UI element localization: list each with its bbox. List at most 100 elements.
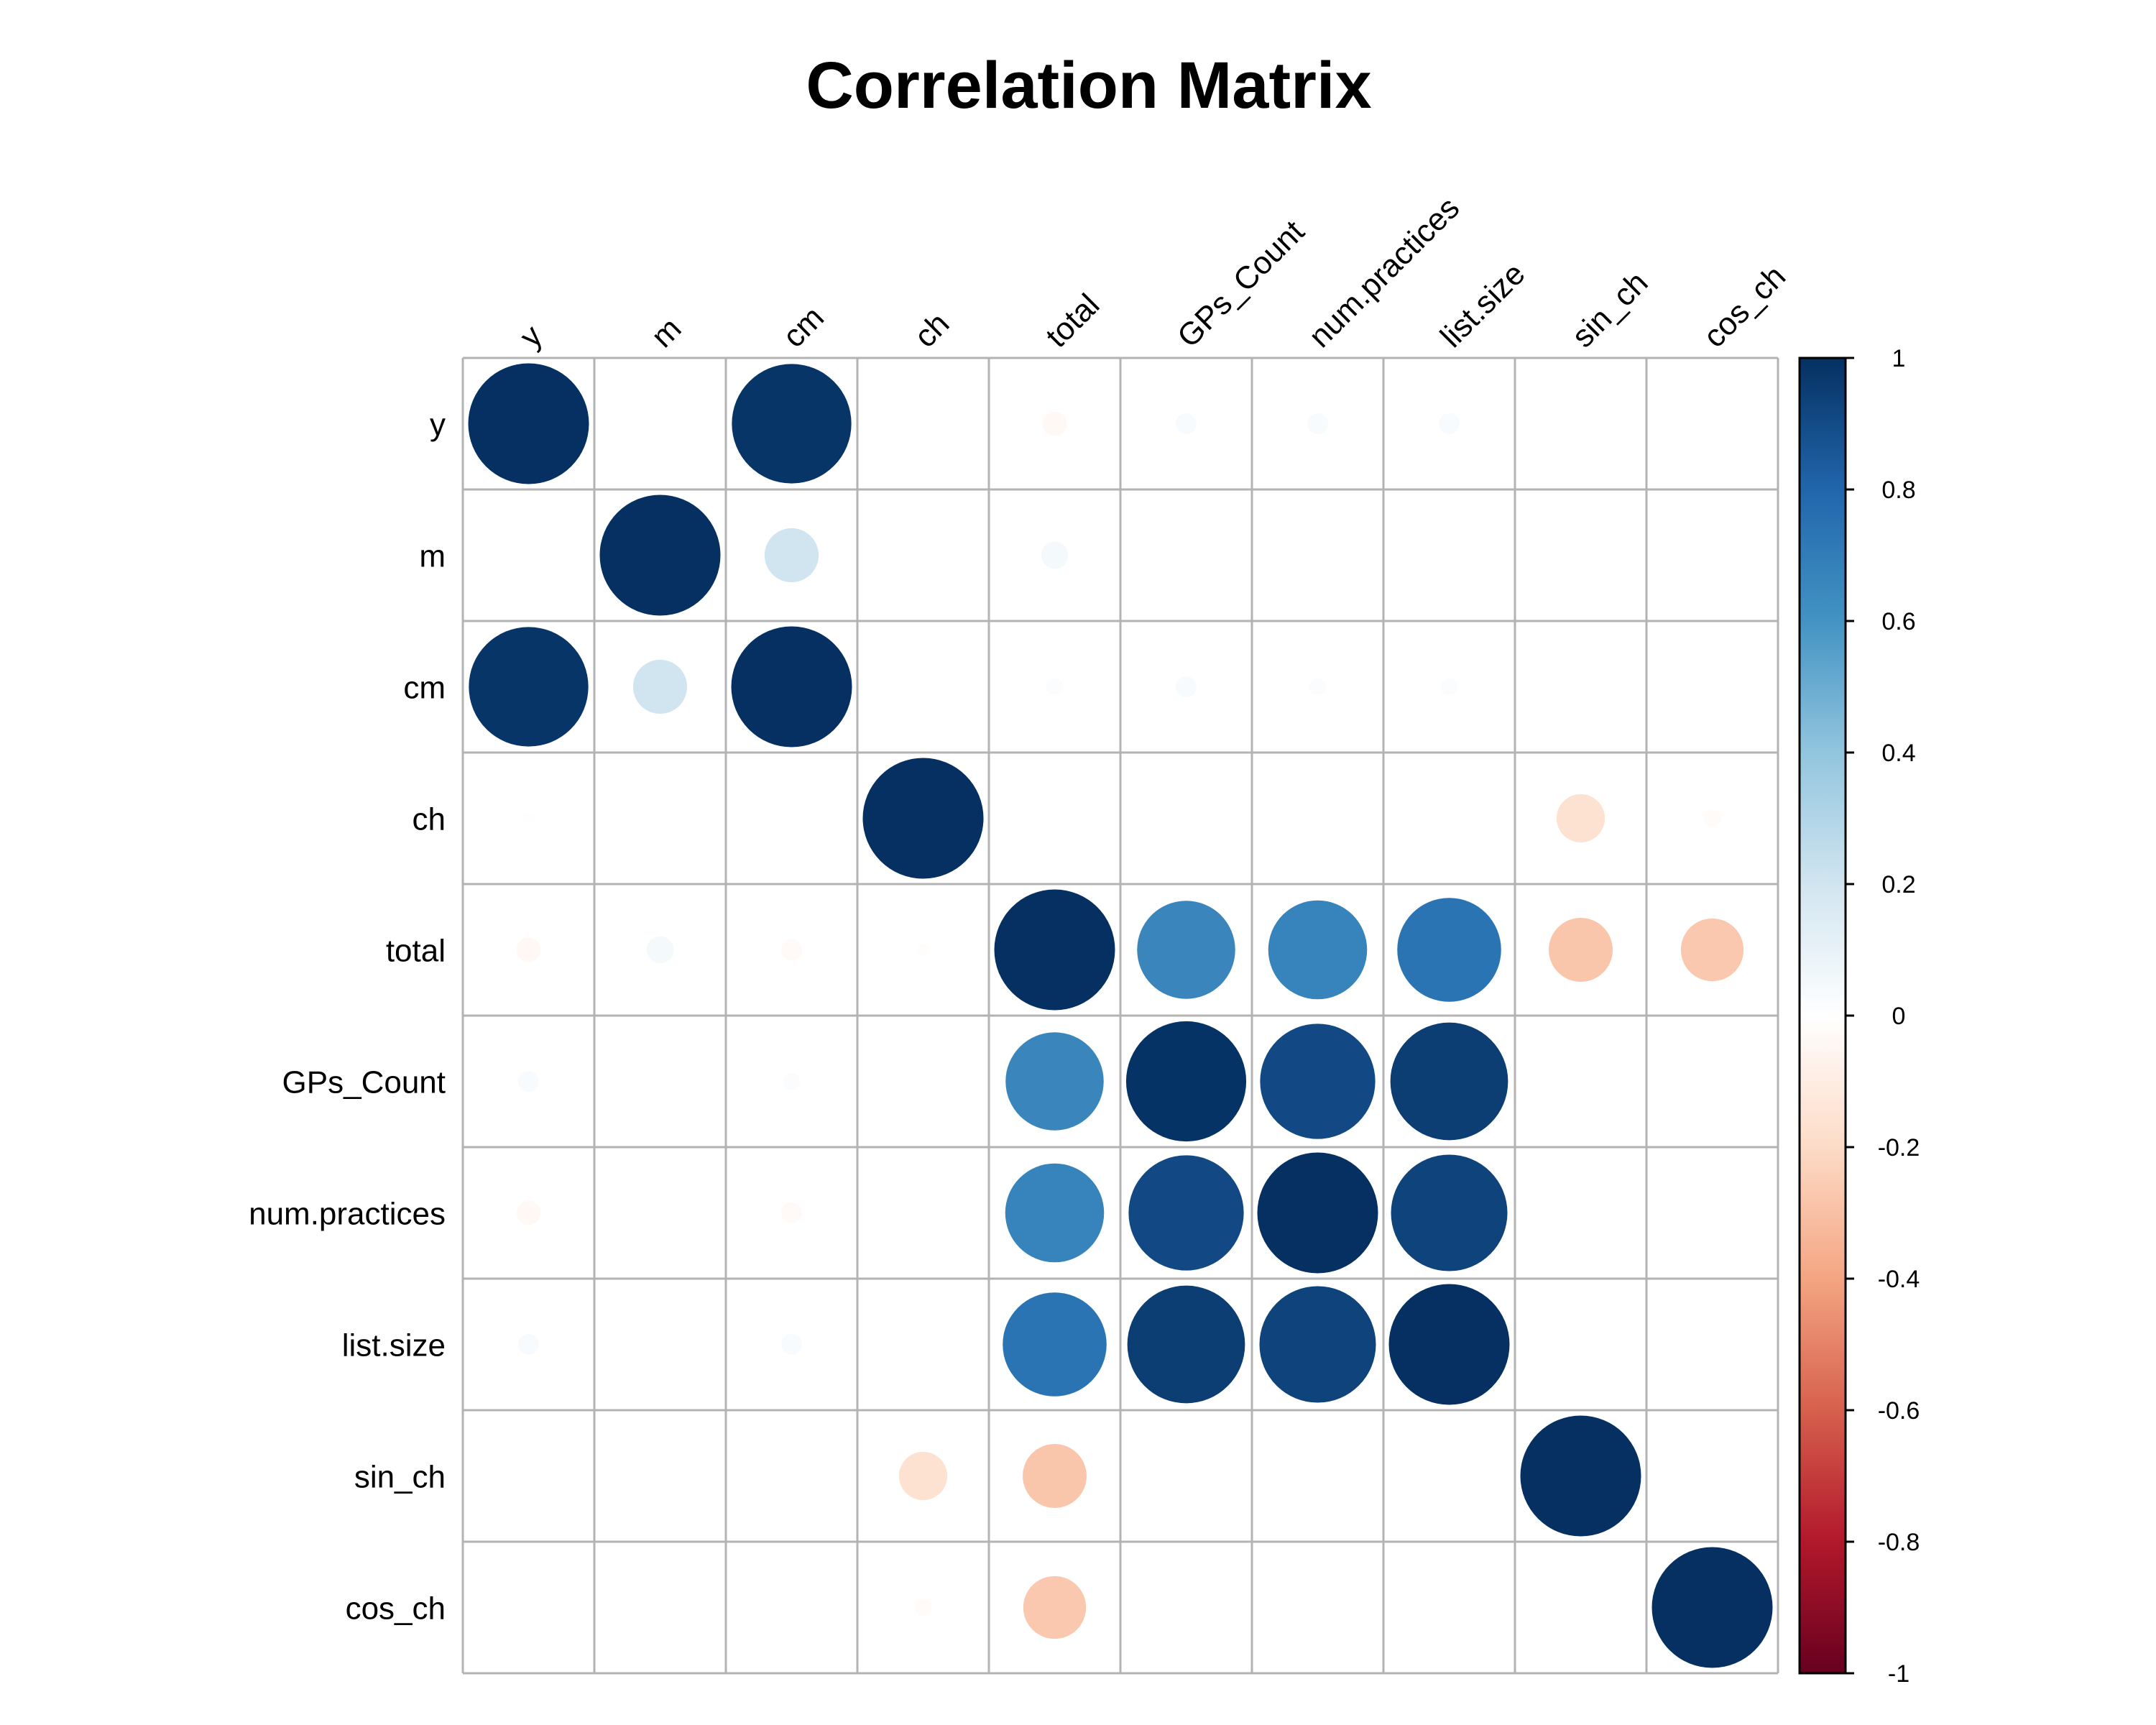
matrix-cell [463,1410,594,1542]
correlation-circle [516,1200,541,1225]
correlation-circle [1438,413,1460,435]
correlation-circle [917,944,929,956]
correlation-circle [646,936,674,964]
colorbar-tick-label: -0.4 [1878,1266,1920,1293]
correlation-circle [783,1072,801,1090]
correlation-circle [1651,1547,1773,1668]
matrix-cell [1515,1016,1646,1147]
correlation-circle [1041,541,1069,569]
colorbar-tick-label: 0.6 [1881,608,1915,635]
correlation-circle [1391,1154,1508,1271]
matrix-cell [1646,489,1778,621]
correlation-circle [599,494,721,616]
matrix-cell [1515,1542,1646,1673]
row-label: GPs_Count [282,1065,446,1100]
correlation-circle [780,1202,803,1224]
matrix-cell [1120,489,1252,621]
correlation-circle [632,659,688,714]
colorbar-tick-label: 0.4 [1881,740,1915,767]
row-label: num.practices [249,1197,446,1232]
matrix-cell [594,1410,726,1542]
matrix-cell [1515,358,1646,489]
correlation-circle [1390,1022,1508,1141]
matrix-cell [1515,489,1646,621]
matrix-cell [594,1147,726,1279]
correlation-circle [1137,901,1235,999]
correlation-circle [1268,900,1368,1000]
matrix-cell [1515,1279,1646,1410]
correlation-circle [1257,1152,1378,1274]
correlation-circle [1703,809,1721,827]
matrix-cell [1646,1147,1778,1279]
row-label: cos_ch [346,1591,446,1627]
matrix-cell [1252,489,1383,621]
matrix-cell [1646,621,1778,753]
matrix-cell [1252,753,1383,884]
matrix-cell [594,753,726,884]
correlation-circle [517,1333,540,1356]
correlation-circle [1005,1163,1105,1263]
row-labels: y m cm ch total GPs_Count num.practices list.si… [249,408,446,1627]
matrix-cell [1646,1279,1778,1410]
correlation-circle [731,626,852,748]
matrix-cell [1383,1410,1515,1542]
matrix-cell [1252,1542,1383,1673]
row-label: sin_ch [354,1460,446,1495]
correlation-circle [1680,918,1744,982]
matrix-cell [726,1542,857,1673]
matrix-cell [857,489,989,621]
correlation-circle [1005,1032,1104,1131]
row-label: ch [413,802,446,837]
correlation-circle [516,937,541,962]
colorbar-gradient [1798,356,1847,1675]
row-label: cm [403,671,446,706]
matrix-cell [1383,489,1515,621]
column-labels: y m cm ch total GPs_Countnum.practiceslist.si… [513,190,1792,354]
matrix-cell [726,753,857,884]
colorbar: 1 0.8 0.6 0.4 0.2 0 -0.2 -0.4 -0.6 -0.8 -1 [1798,345,1920,1688]
matrix-cell [463,489,594,621]
correlation-circle [898,1451,948,1501]
matrix-cell [1383,753,1515,884]
colorbar-tick-label: 0.2 [1881,871,1915,898]
colorbar-tick-label: 0.8 [1881,477,1915,504]
correlation-circle [1397,898,1501,1002]
matrix-cell [1120,753,1252,884]
correlation-circle [1128,1155,1244,1271]
correlation-circle [1023,1444,1087,1508]
correlation-circle [1520,1415,1641,1537]
column-label: GPs_Count [1171,214,1311,354]
correlation-circle [1127,1285,1245,1404]
correlation-circle [1260,1024,1376,1139]
correlation-circle [469,627,589,747]
correlation-circle [1440,678,1458,696]
matrix-cell [1646,1410,1778,1542]
row-label: m [419,539,446,574]
matrix-cell [594,1279,726,1410]
correlation-circle [732,364,852,484]
column-label: sin_ch [1565,264,1655,354]
column-label: total [1039,288,1106,354]
correlation-circle [1046,678,1064,696]
correlation-circle [994,889,1115,1011]
correlation-circle [862,758,984,879]
correlation-circle [780,939,803,961]
matrix-cell [857,1147,989,1279]
matrix-cell [594,358,726,489]
correlation-circle [914,1598,932,1616]
correlation-circle [764,528,819,583]
matrix-cell [857,1279,989,1410]
matrix-cell [594,1542,726,1673]
matrix-cell [594,1016,726,1147]
matrix-cell [857,358,989,489]
column-label: list.size [1434,256,1532,354]
matrix-cell [463,1542,594,1673]
correlation-circle [1307,413,1329,435]
column-label: m [645,311,688,355]
matrix-cell [1515,1147,1646,1279]
correlation-circle [522,812,535,824]
correlation-circle [1309,678,1327,696]
correlation-circle [517,1070,540,1092]
colorbar-tick-label: 1 [1892,345,1906,372]
